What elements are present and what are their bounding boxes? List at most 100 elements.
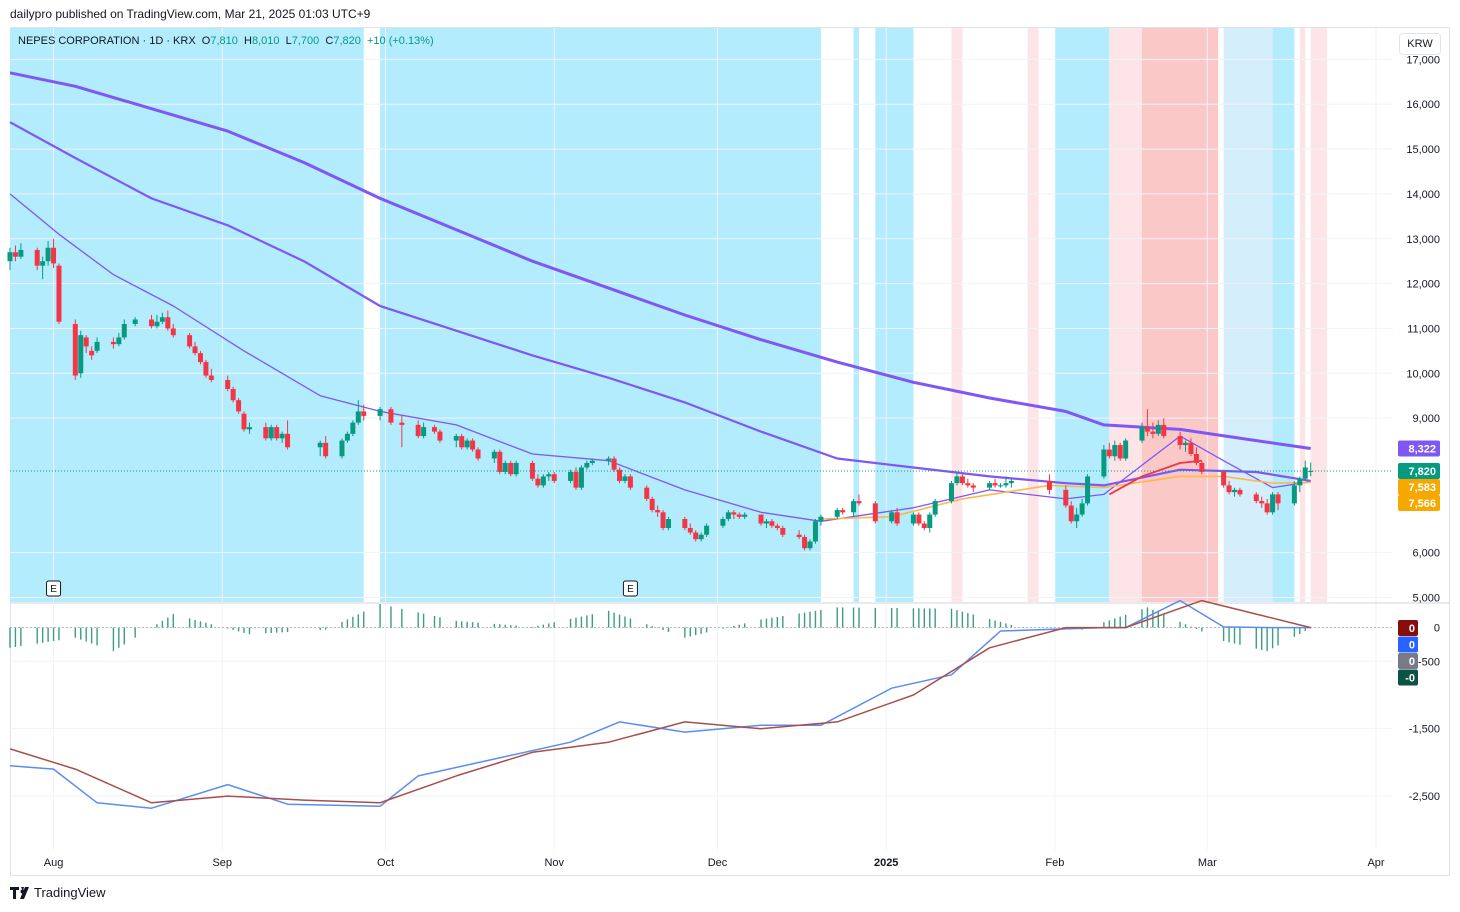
candle-body — [660, 512, 666, 529]
candle-body — [546, 474, 552, 477]
candle-body — [197, 353, 203, 363]
signal-zone — [875, 28, 914, 602]
signal-zone — [1109, 28, 1142, 602]
low-value: 7,700 — [291, 35, 320, 47]
price-axis-tick: 12,000 — [1406, 279, 1440, 291]
candle-body — [94, 341, 100, 351]
candle-body — [1068, 505, 1074, 522]
price-axis-tick: 15,000 — [1406, 144, 1440, 156]
candle-body — [649, 498, 655, 511]
candle-body — [698, 534, 704, 540]
candle-body — [1221, 471, 1227, 486]
macd-axis-label — [1398, 636, 1418, 653]
price-axis-tick: 17,000 — [1406, 54, 1440, 66]
moving-average-line — [9, 71, 1311, 450]
candle-body — [89, 350, 95, 356]
earnings-marker-label: E — [627, 584, 634, 595]
candle-body — [970, 485, 976, 488]
candle-body — [361, 411, 367, 416]
candle-body — [355, 411, 361, 423]
candle-body — [1106, 449, 1112, 457]
candle-body — [192, 346, 198, 354]
candle-body — [687, 528, 693, 533]
candle-body — [1237, 489, 1243, 495]
candle-body — [475, 449, 481, 459]
candle-body — [851, 501, 857, 513]
signal-zone — [1299, 28, 1306, 602]
macd-axis-label — [1398, 620, 1418, 636]
footer-brand: TradingView — [10, 885, 106, 900]
candle-body — [1177, 436, 1183, 446]
macd-axis-label-text: -0 — [1405, 673, 1415, 685]
time-axis-tick: Sep — [212, 857, 232, 869]
signal-zone — [951, 28, 963, 602]
candle-body — [617, 469, 623, 481]
brand-name: TradingView — [34, 885, 106, 900]
candle-body — [78, 335, 84, 374]
candle-body — [731, 512, 737, 515]
earnings-marker[interactable] — [46, 580, 62, 597]
candle-body — [148, 319, 154, 327]
open-value: 7,810 — [210, 35, 238, 47]
candle-body — [1297, 478, 1303, 486]
candle-body — [1193, 454, 1199, 463]
candle-body — [725, 512, 731, 520]
candle-body — [377, 409, 383, 416]
symbol-name[interactable]: NEPES CORPORATION · 1D · KRX — [18, 35, 196, 47]
earnings-marker[interactable] — [622, 580, 638, 597]
macd-axis-label-text: 0 — [1409, 640, 1415, 652]
candle-body — [1199, 462, 1205, 472]
candle-body — [954, 476, 960, 484]
candle-body — [551, 474, 557, 481]
candle-body — [1139, 427, 1145, 441]
candle-body — [736, 514, 742, 517]
candle-body — [470, 440, 476, 450]
candle-body — [421, 427, 427, 437]
time-axis-tick: Nov — [544, 857, 564, 869]
candle-body — [246, 427, 252, 430]
candle-body — [491, 451, 497, 459]
candle-body — [818, 516, 824, 522]
price-axis-label — [1398, 463, 1440, 480]
price-axis-tick: 9,000 — [1412, 413, 1440, 425]
candle-body — [627, 476, 633, 488]
candle-body — [339, 440, 345, 457]
candle-body — [121, 323, 127, 338]
candle-body — [45, 247, 51, 262]
publisher-line: dailypro published on TradingView.com, M… — [10, 7, 371, 21]
candle-body — [1123, 440, 1129, 459]
high-label: H — [244, 35, 252, 47]
candle-body — [1074, 514, 1080, 522]
signal-zone — [380, 28, 821, 602]
macd-axis-label — [1398, 653, 1418, 669]
time-axis-tick: Feb — [1045, 857, 1064, 869]
signal-zone — [1272, 28, 1295, 602]
candle-body — [56, 265, 62, 322]
candle-body — [1302, 467, 1308, 479]
signal-zone — [1027, 28, 1039, 602]
candle-body — [910, 514, 916, 524]
candle-body — [12, 252, 18, 257]
candle-body — [1308, 471, 1314, 473]
candle-body — [1183, 442, 1189, 446]
candle-body — [323, 442, 329, 457]
price-axis-label-text: 7,820 — [1408, 466, 1436, 478]
candle-body — [894, 512, 900, 524]
price-axis-label-text: 7,566 — [1408, 498, 1436, 510]
high-value: 8,010 — [251, 35, 280, 47]
candle-body — [110, 341, 116, 345]
candle-body — [1003, 483, 1009, 486]
macd-axis-tick: 0 — [1434, 623, 1440, 635]
candle-body — [769, 521, 775, 526]
candle-body — [236, 400, 242, 412]
currency-button[interactable]: KRW — [1399, 33, 1441, 55]
signal-zone — [853, 28, 859, 602]
candle-body — [573, 471, 579, 488]
time-axis-tick: 2025 — [874, 857, 898, 869]
candle-body — [1161, 424, 1167, 437]
candle-body — [51, 247, 57, 264]
candle-body — [159, 317, 165, 322]
candle-body — [431, 427, 437, 432]
candle-body — [497, 451, 503, 472]
